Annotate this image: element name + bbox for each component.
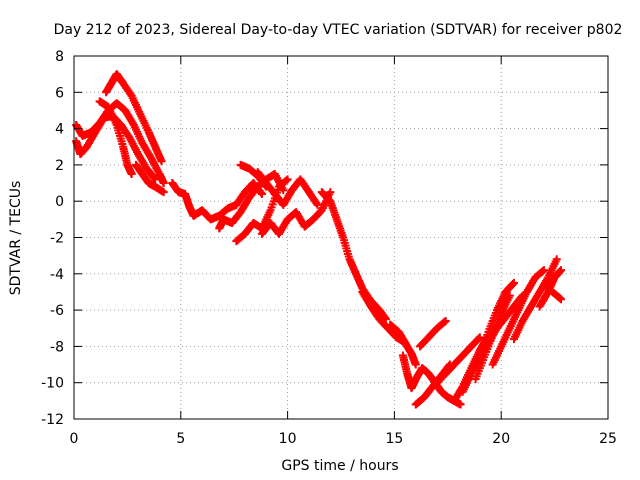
data-point bbox=[151, 175, 160, 184]
x-tick-label: 20 bbox=[492, 431, 510, 447]
data-point bbox=[552, 255, 561, 264]
data-point bbox=[474, 334, 483, 343]
x-tick-label: 5 bbox=[176, 431, 185, 447]
data-point bbox=[157, 157, 166, 166]
y-tick-label: -10 bbox=[41, 376, 64, 392]
data-point bbox=[257, 189, 266, 198]
tick-labels: 0 5 10 15 20 25 -12 -10 -8 -6 -4 -2 0 2 4 6 8 bbox=[41, 49, 617, 447]
data-point bbox=[539, 266, 548, 275]
y-tick-label: -6 bbox=[50, 303, 64, 319]
series-arc-13 bbox=[317, 188, 390, 324]
series-arc-15 bbox=[386, 320, 420, 369]
data-point bbox=[127, 169, 136, 178]
x-tick-label: 15 bbox=[385, 431, 403, 447]
y-tick-label: -2 bbox=[50, 231, 64, 247]
series-arc-27 bbox=[539, 280, 566, 304]
y-tick-label: 8 bbox=[55, 49, 64, 65]
data-point bbox=[312, 199, 321, 208]
y-axis-label: SDTVAR / TECUs bbox=[8, 181, 24, 296]
data-point bbox=[505, 291, 514, 300]
data-point bbox=[510, 278, 519, 287]
y-tick-label: 0 bbox=[55, 194, 64, 210]
data-point bbox=[326, 188, 335, 197]
series-arc-18 bbox=[416, 316, 450, 351]
data-point bbox=[456, 400, 465, 409]
y-tick-label: -12 bbox=[41, 412, 64, 428]
y-tick-label: -4 bbox=[50, 267, 64, 283]
x-tick-label: 0 bbox=[70, 431, 79, 447]
data-point bbox=[411, 360, 420, 369]
data-points bbox=[72, 70, 566, 409]
data-point bbox=[508, 280, 517, 289]
x-tick-label: 10 bbox=[279, 431, 297, 447]
data-point bbox=[557, 266, 566, 275]
data-point bbox=[159, 188, 168, 197]
x-tick-label: 25 bbox=[599, 431, 617, 447]
y-tick-label: 2 bbox=[55, 158, 64, 174]
y-tick-label: -8 bbox=[50, 339, 64, 355]
series-arc-19 bbox=[433, 333, 484, 387]
data-point bbox=[557, 295, 566, 304]
series-arc-3 bbox=[102, 70, 166, 166]
series-arc-24 bbox=[488, 266, 548, 369]
y-tick-label: 6 bbox=[55, 85, 64, 101]
series-arc-12 bbox=[257, 188, 335, 238]
x-axis-label: GPS time / hours bbox=[281, 458, 398, 474]
series-arc-6 bbox=[168, 179, 198, 220]
data-point bbox=[159, 179, 168, 188]
series-arc-9 bbox=[232, 175, 292, 246]
data-point bbox=[441, 316, 450, 325]
series-arc-4 bbox=[95, 97, 136, 178]
y-tick-label: 4 bbox=[55, 122, 64, 138]
series-arc-5 bbox=[131, 160, 168, 197]
axis-ticks bbox=[73, 55, 609, 420]
series-arc-2 bbox=[72, 111, 160, 184]
data-point bbox=[150, 174, 159, 183]
data-point bbox=[283, 175, 292, 184]
data-point bbox=[256, 188, 265, 197]
series-arc-11 bbox=[253, 168, 322, 209]
chart-title: Day 212 of 2023, Sidereal Day-to-day VTE… bbox=[54, 22, 623, 38]
series-arc-23 bbox=[475, 291, 527, 365]
